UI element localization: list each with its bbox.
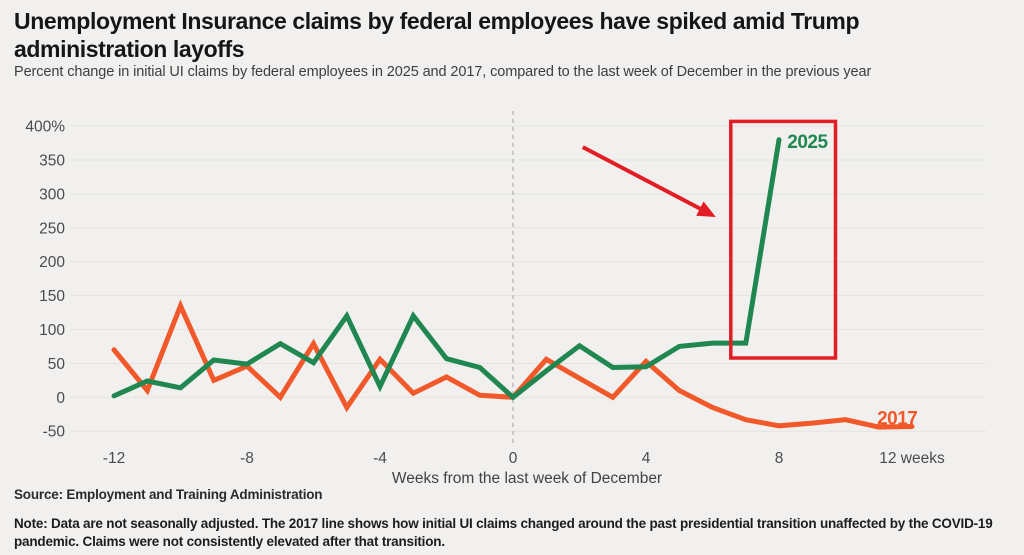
x-axis-title: Weeks from the last week of December	[392, 470, 662, 487]
x-tick-label: -4	[373, 450, 387, 467]
y-tick-label: 300	[39, 186, 65, 203]
y-tick-label: 0	[56, 390, 65, 407]
x-tick-label: -8	[240, 450, 254, 467]
annotation-arrowhead	[696, 201, 716, 217]
note-text: Note: Data are not seasonally adjusted. …	[14, 516, 993, 549]
y-tick-label: 250	[39, 220, 65, 237]
y-tick-label: 100	[39, 322, 65, 339]
x-tick-label: -12	[103, 450, 125, 467]
x-tick-label: 12 weeks	[879, 450, 945, 467]
y-tick-label: 400%	[25, 119, 65, 136]
x-tick-label: 8	[775, 450, 784, 467]
series-label-2025: 2025	[787, 132, 828, 153]
source-text: Source: Employment and Training Administ…	[14, 487, 323, 502]
x-tick-label: 0	[509, 450, 518, 467]
highlight-box	[729, 119, 838, 360]
y-tick-label: 350	[39, 153, 65, 170]
y-tick-label: 150	[39, 288, 65, 305]
y-tick-label: -50	[43, 424, 66, 441]
chart-title: Unemployment Insurance claims by federal…	[14, 8, 860, 63]
series-label-2017: 2017	[877, 408, 917, 429]
y-tick-label: 200	[39, 254, 65, 271]
chart-subtitle: Percent change in initial UI claims by f…	[14, 64, 872, 80]
y-tick-label: 50	[48, 356, 66, 373]
series-line-2025	[111, 137, 782, 401]
annotation-arrow	[581, 145, 705, 213]
x-tick-label: 4	[642, 450, 651, 467]
